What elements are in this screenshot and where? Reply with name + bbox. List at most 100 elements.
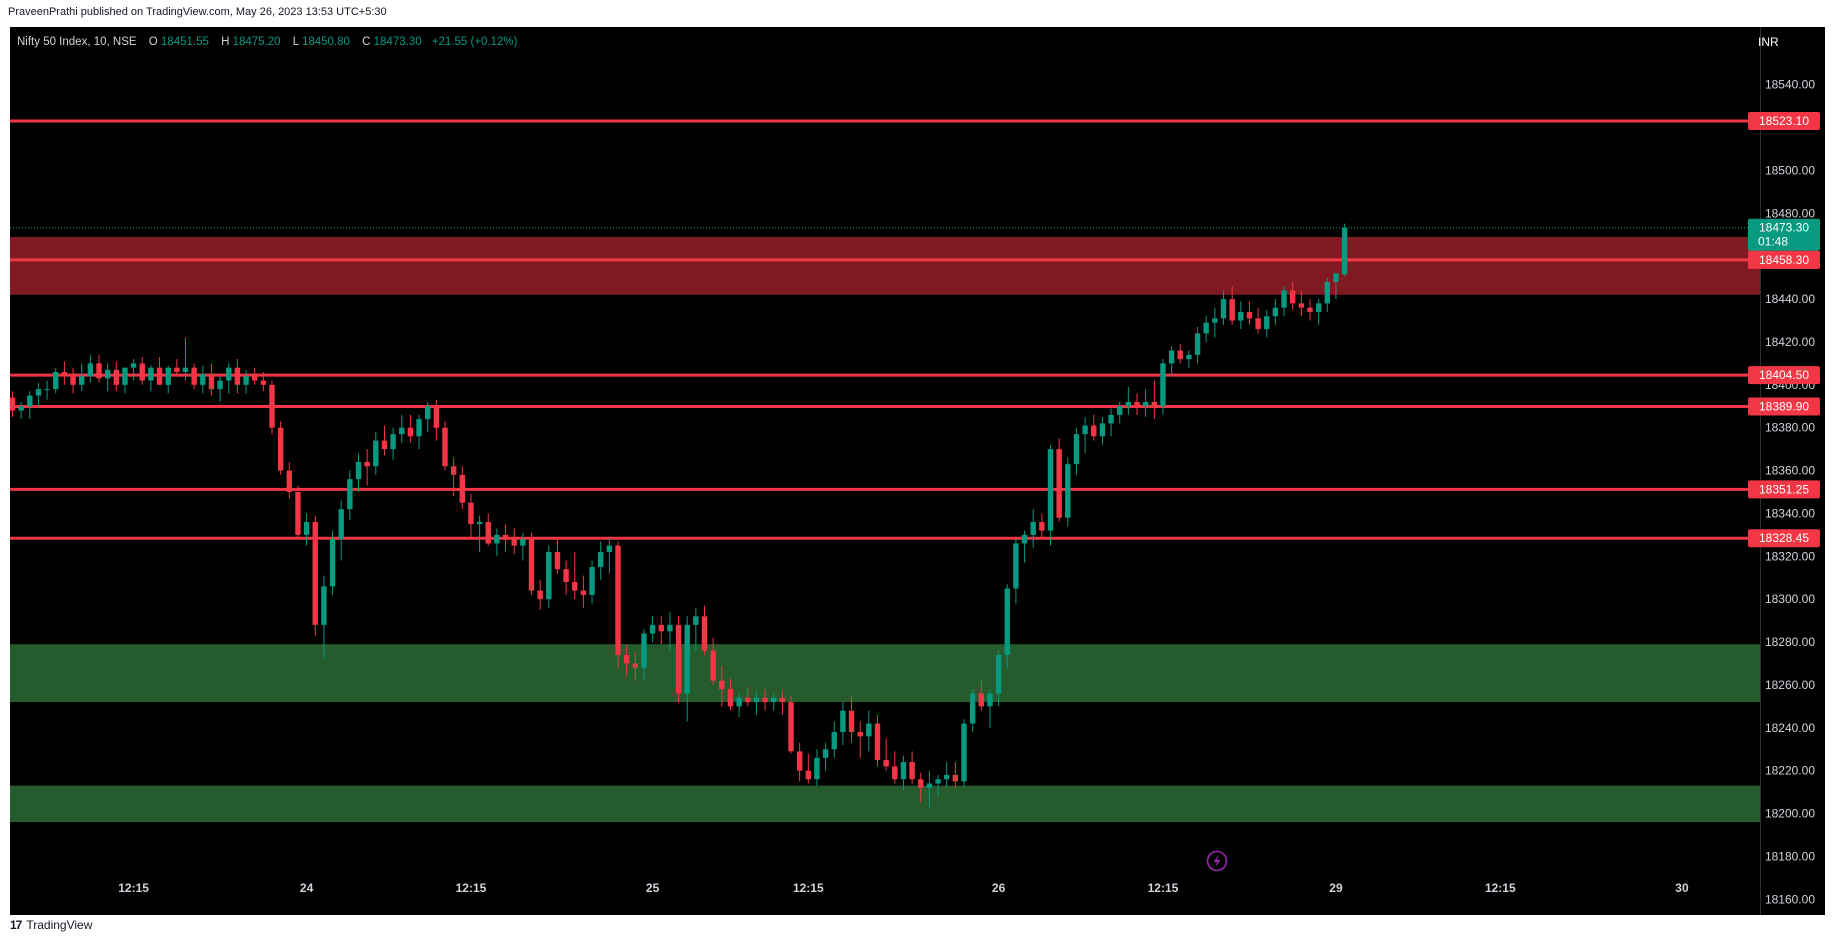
candle-body — [563, 569, 569, 583]
candle — [719, 665, 725, 707]
ohlc-legend[interactable]: Nifty 50 Index, 10, NSE O 18451.55 H 184… — [17, 36, 518, 48]
x-tick-label: 29 — [1329, 881, 1343, 895]
candle-body — [701, 616, 708, 651]
candle — [329, 530, 336, 595]
y-tick-label: 18420.00 — [1765, 335, 1815, 349]
candle — [312, 515, 318, 636]
candle-body — [442, 427, 448, 467]
level-price-tag — [1748, 397, 1820, 416]
y-tick-label: 18280.00 — [1765, 635, 1815, 649]
y-tick-label: 18540.00 — [1765, 78, 1815, 92]
lightning-icon[interactable] — [1206, 850, 1228, 872]
candle-body — [1246, 311, 1253, 319]
candle-body — [156, 367, 163, 385]
candle — [87, 354, 94, 383]
candle — [866, 710, 872, 752]
candle-body — [476, 522, 483, 525]
candle — [840, 702, 846, 745]
candle-body — [1298, 303, 1305, 308]
candle — [857, 721, 863, 758]
candle — [286, 461, 292, 499]
candle — [1307, 299, 1313, 321]
candle — [900, 755, 907, 790]
y-tick-label: 18300.00 — [1765, 592, 1815, 606]
candle — [771, 693, 777, 711]
y-tick-label: 18340.00 — [1765, 506, 1815, 520]
candle-body — [684, 624, 690, 694]
candle-body — [122, 367, 128, 385]
open-value: 18451.55 — [161, 36, 209, 48]
candle-body — [1281, 290, 1287, 308]
currency-label: INR — [1758, 35, 1779, 49]
candle-body — [373, 440, 379, 467]
candle — [1151, 380, 1157, 420]
tradingview-logo-icon: 17 — [10, 918, 22, 932]
candle-body — [35, 389, 42, 396]
candle-body — [1013, 543, 1019, 589]
candle-body — [710, 650, 716, 681]
candle-body — [1315, 303, 1322, 312]
candle-body — [1065, 464, 1071, 518]
footer-brand[interactable]: 17 TradingView — [10, 918, 92, 932]
candle-body — [1290, 290, 1296, 304]
candle — [814, 749, 820, 786]
candle — [1073, 427, 1080, 475]
candle — [572, 552, 578, 600]
level-price-tag — [1748, 480, 1820, 499]
candle-body — [329, 539, 336, 587]
y-tick-label: 18180.00 — [1765, 849, 1815, 863]
candle-body — [252, 376, 258, 381]
candle — [260, 371, 267, 392]
y-tick-label: 18320.00 — [1765, 549, 1815, 563]
candle-body — [866, 723, 872, 737]
chart-pane[interactable] — [10, 27, 1825, 915]
levels-layer — [10, 119, 1760, 540]
candle-body — [1212, 318, 1218, 323]
candle — [433, 399, 440, 441]
candle — [96, 354, 102, 383]
candle-body — [779, 697, 786, 703]
time-axis[interactable]: 12:15 24 12:15 25 12:15 26 12:15 29 12:15 30 — [118, 881, 1689, 895]
level-price-tag-label: 18328.45 — [1759, 531, 1809, 545]
candle — [27, 391, 33, 420]
price-axis[interactable]: 18540.00 18500.00 18480.00 18440.00 18420.00… — [1761, 27, 1825, 915]
last-price-tag-label: 18473.30 — [1759, 221, 1809, 235]
candle — [822, 742, 829, 771]
low-label: L — [293, 36, 300, 48]
candle — [338, 500, 344, 561]
candle-body — [260, 380, 267, 385]
x-tick-label: 12:15 — [1485, 881, 1516, 895]
y-tick-label: 18480.00 — [1765, 206, 1815, 220]
candle — [528, 532, 535, 595]
candle-body — [27, 395, 33, 407]
candle-body — [226, 367, 232, 381]
y-tick-label: 18260.00 — [1765, 678, 1815, 692]
candle-body — [44, 389, 50, 391]
candle — [122, 367, 128, 394]
candle-body — [200, 374, 206, 385]
x-tick-label: 12:15 — [1148, 881, 1179, 895]
candle-body — [243, 376, 249, 385]
candle — [1186, 350, 1192, 368]
candle — [848, 695, 855, 743]
candle — [1315, 299, 1322, 325]
candle-body — [623, 654, 630, 664]
candle — [1168, 346, 1175, 377]
candle — [944, 762, 950, 788]
x-tick-label: 12:15 — [456, 881, 487, 895]
candle-body — [347, 479, 353, 510]
candle — [1194, 326, 1201, 364]
candle — [182, 337, 189, 381]
candle — [364, 449, 370, 486]
candle-body — [900, 762, 907, 780]
candle — [788, 695, 794, 754]
candle-body — [753, 697, 760, 703]
candle-body — [1004, 588, 1010, 655]
candle — [1030, 509, 1036, 548]
candle-body — [269, 384, 275, 428]
candle-body — [1117, 406, 1123, 415]
y-tick-label: 18380.00 — [1765, 421, 1815, 435]
candle — [1099, 416, 1106, 445]
candle — [1039, 513, 1045, 540]
